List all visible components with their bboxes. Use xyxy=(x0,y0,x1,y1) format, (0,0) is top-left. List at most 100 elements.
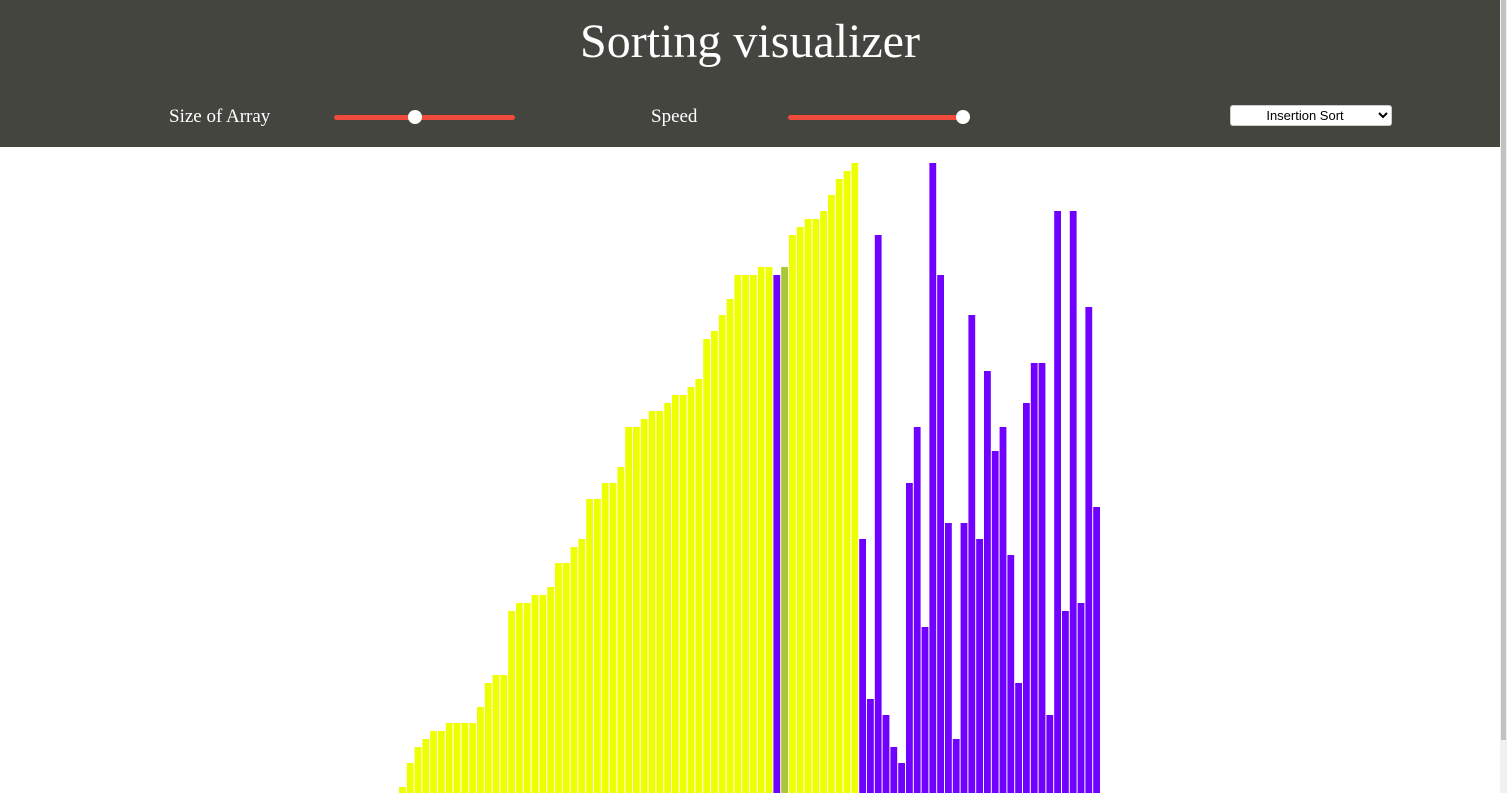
array-bar xyxy=(945,523,952,793)
size-label: Size of Array xyxy=(169,106,271,127)
array-bar xyxy=(414,747,422,793)
array-bar xyxy=(523,603,531,793)
bar-area xyxy=(399,163,1100,793)
array-bar xyxy=(516,603,523,793)
array-bar xyxy=(1030,363,1038,793)
array-bar xyxy=(500,675,508,793)
array-bar xyxy=(898,763,905,793)
size-slider[interactable] xyxy=(334,110,515,124)
array-bar xyxy=(820,211,827,793)
array-bar xyxy=(1062,611,1069,793)
array-bar xyxy=(453,723,461,793)
array-bar xyxy=(531,595,539,793)
array-bar xyxy=(578,539,586,793)
array-bar xyxy=(562,563,570,793)
array-bar xyxy=(492,675,500,793)
array-bar xyxy=(633,427,640,793)
array-bar xyxy=(406,763,414,793)
array-bar xyxy=(991,451,999,793)
array-bar xyxy=(1085,307,1093,793)
array-bar xyxy=(757,267,765,793)
array-bar xyxy=(906,483,913,793)
speed-label: Speed xyxy=(651,106,698,127)
array-bar xyxy=(477,707,484,793)
array-bar xyxy=(601,483,609,793)
array-bar xyxy=(976,539,983,793)
array-bar xyxy=(547,587,554,793)
array-bar xyxy=(890,747,898,793)
array-bar xyxy=(461,723,469,793)
array-bar xyxy=(422,739,430,793)
array-bar xyxy=(812,219,820,793)
array-bar xyxy=(508,611,515,793)
array-bar xyxy=(445,723,453,793)
slider-thumb[interactable] xyxy=(408,110,422,124)
array-bar xyxy=(484,683,492,793)
array-bar xyxy=(1038,363,1046,793)
array-bar xyxy=(399,787,406,793)
array-bar xyxy=(555,563,562,793)
array-bar xyxy=(1054,211,1061,793)
array-bar xyxy=(703,339,710,793)
algorithm-select[interactable]: Insertion Sort xyxy=(1230,105,1392,126)
array-bar xyxy=(1015,683,1022,793)
array-bar xyxy=(640,419,648,793)
array-bar xyxy=(999,427,1007,793)
scrollbar-thumb[interactable] xyxy=(1501,0,1506,740)
array-bar xyxy=(859,539,866,793)
array-bar xyxy=(570,547,578,793)
array-bar xyxy=(921,627,929,793)
array-bar xyxy=(796,227,804,793)
array-bar xyxy=(609,483,617,793)
array-bar xyxy=(851,163,859,793)
array-bar xyxy=(843,171,851,793)
array-bar xyxy=(679,395,687,793)
array-bar xyxy=(929,163,937,793)
array-bar xyxy=(1093,507,1100,793)
array-bar xyxy=(952,739,960,793)
title: Sorting visualizer xyxy=(580,15,920,68)
array-bar xyxy=(586,499,593,793)
array-bar xyxy=(913,427,921,793)
array-bar xyxy=(539,595,547,793)
array-bar xyxy=(882,715,890,793)
speed-slider[interactable] xyxy=(788,110,970,124)
array-bar xyxy=(765,267,773,793)
array-bar xyxy=(430,731,437,793)
array-bar xyxy=(726,299,734,793)
array-bar xyxy=(1077,603,1085,793)
array-bar xyxy=(960,523,968,793)
array-bar xyxy=(469,723,476,793)
array-bar xyxy=(1069,211,1077,793)
array-bar xyxy=(672,395,679,793)
array-bar xyxy=(937,275,944,793)
array-bar xyxy=(1046,715,1054,793)
array-bar xyxy=(711,331,718,793)
array-bar xyxy=(835,179,843,793)
array-bar xyxy=(984,371,991,793)
array-bar xyxy=(1023,403,1030,793)
array-bar xyxy=(789,235,796,793)
array-bar xyxy=(742,275,749,793)
array-bar xyxy=(874,235,882,793)
array-bar xyxy=(718,315,726,793)
scrollbar[interactable] xyxy=(1500,0,1507,793)
array-bar xyxy=(773,275,781,793)
array-bar xyxy=(438,731,445,793)
array-bar xyxy=(867,699,874,793)
array-bar xyxy=(804,219,812,793)
header: Sorting visualizer Size of Array Speed I… xyxy=(0,0,1500,147)
array-bar xyxy=(828,195,835,793)
slider-thumb[interactable] xyxy=(956,110,970,124)
array-bar xyxy=(648,411,656,793)
array-bar xyxy=(617,467,625,793)
array-bar xyxy=(968,315,976,793)
array-bar xyxy=(594,499,601,793)
array-bar xyxy=(664,403,671,793)
array-bar xyxy=(781,267,788,793)
array-bar xyxy=(695,379,703,793)
array-bar xyxy=(687,387,695,793)
array-bar xyxy=(656,411,664,793)
array-bar xyxy=(734,275,742,793)
array-bar xyxy=(625,427,632,793)
